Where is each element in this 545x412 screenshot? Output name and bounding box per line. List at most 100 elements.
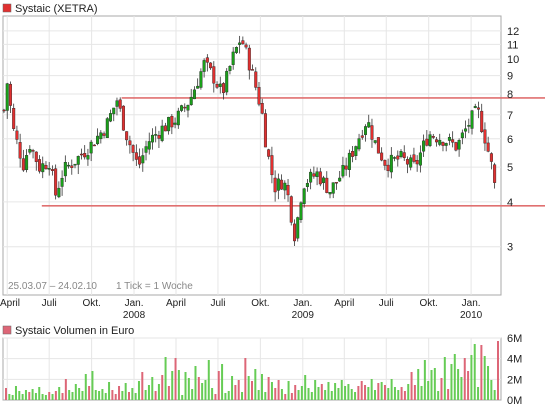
candle-body <box>435 139 439 143</box>
candle-body <box>83 153 87 158</box>
candle-body <box>325 177 329 193</box>
volume-bar <box>433 368 436 400</box>
volume-bar <box>403 391 406 400</box>
volume-bar <box>264 392 267 400</box>
candle-body <box>257 87 261 105</box>
candle-body <box>128 140 132 146</box>
candle-body <box>447 137 451 141</box>
volume-bar <box>340 380 343 400</box>
volume-bar-series <box>5 341 499 400</box>
candle-body <box>180 105 184 111</box>
volume-bar <box>473 344 476 400</box>
candle-body <box>351 151 355 157</box>
candle-body <box>112 107 116 115</box>
volume-bar <box>151 377 154 400</box>
volume-bar <box>280 389 283 400</box>
volume-bar <box>487 366 490 400</box>
volume-bar <box>244 358 247 400</box>
candle-body <box>67 164 71 167</box>
candle-body <box>54 168 58 196</box>
candle-body <box>341 164 345 177</box>
volume-bar <box>400 387 403 400</box>
candle-body <box>41 163 45 173</box>
volume-bar <box>81 391 84 400</box>
candle-body <box>202 60 206 72</box>
volume-bar <box>354 392 357 400</box>
candle-body <box>225 70 229 93</box>
candle-body <box>267 149 271 157</box>
volume-axis-labels: 0M 2M 4M 6M <box>507 333 522 407</box>
volume-bar <box>61 393 64 400</box>
candle-body <box>141 155 145 164</box>
candle-body <box>393 157 397 159</box>
volume-bar <box>201 383 204 400</box>
volume-bar <box>320 384 323 400</box>
volume-bar <box>347 384 350 400</box>
volume-bar <box>357 386 360 400</box>
candle-body <box>457 140 461 150</box>
candle-body <box>470 110 474 129</box>
volume-bar <box>217 371 220 400</box>
time-tick-label: Juli <box>379 298 394 309</box>
volume-bar <box>177 370 180 400</box>
candle-body <box>79 153 83 156</box>
candlestick-series <box>2 35 497 247</box>
price-panel-frame <box>2 15 502 296</box>
candle-body <box>99 132 103 140</box>
volume-bar <box>327 382 330 400</box>
candle-body <box>57 187 61 198</box>
volume-bar <box>297 390 300 400</box>
time-tick-label: Jan. <box>293 298 312 309</box>
candle-body <box>2 109 6 112</box>
volume-bar <box>413 385 416 400</box>
volume-bar <box>227 391 230 400</box>
candle-body <box>480 110 484 133</box>
volume-bar <box>74 384 77 400</box>
volume-bar <box>131 388 134 400</box>
time-tick-label: Okt. <box>251 298 269 309</box>
volume-bar <box>64 379 67 400</box>
volume-bar <box>34 393 37 400</box>
volume-bar <box>410 372 413 400</box>
candle-body <box>376 137 380 154</box>
candle-body <box>493 164 497 183</box>
candle-body <box>367 122 371 128</box>
volume-bar <box>44 395 47 400</box>
candle-body <box>347 152 351 170</box>
candle-body <box>283 182 287 191</box>
candle-body <box>147 141 151 150</box>
volume-bar <box>314 380 317 400</box>
volume-bar <box>443 357 446 400</box>
volume-bar <box>161 375 164 400</box>
volume-bar <box>137 381 140 400</box>
volume-bar <box>477 387 480 400</box>
candle-body <box>402 152 406 158</box>
candle-body <box>76 156 80 165</box>
volume-bar <box>344 386 347 400</box>
candle-body <box>96 135 100 145</box>
candle-body <box>121 105 125 131</box>
volume-bar <box>307 388 310 400</box>
volume-bar <box>251 381 253 400</box>
volume-bar <box>98 391 101 400</box>
candle-body <box>144 146 148 153</box>
candle-body <box>344 165 348 170</box>
volume-bar <box>457 369 460 400</box>
volume-bar <box>337 388 340 400</box>
candle-body <box>309 171 313 183</box>
candle-body <box>422 140 426 152</box>
volume-bar <box>121 391 124 400</box>
volume-bar <box>420 386 423 400</box>
candle-body <box>289 196 293 223</box>
volume-bar <box>277 380 280 400</box>
volume-bar <box>387 388 390 400</box>
volume-bar <box>397 390 400 400</box>
candle-body <box>38 159 42 172</box>
candle-body <box>199 71 203 88</box>
volume-bar <box>480 345 483 400</box>
candle-body <box>241 40 245 45</box>
candle-body <box>25 155 29 170</box>
candle-body <box>354 146 358 157</box>
candle-body <box>234 47 238 53</box>
